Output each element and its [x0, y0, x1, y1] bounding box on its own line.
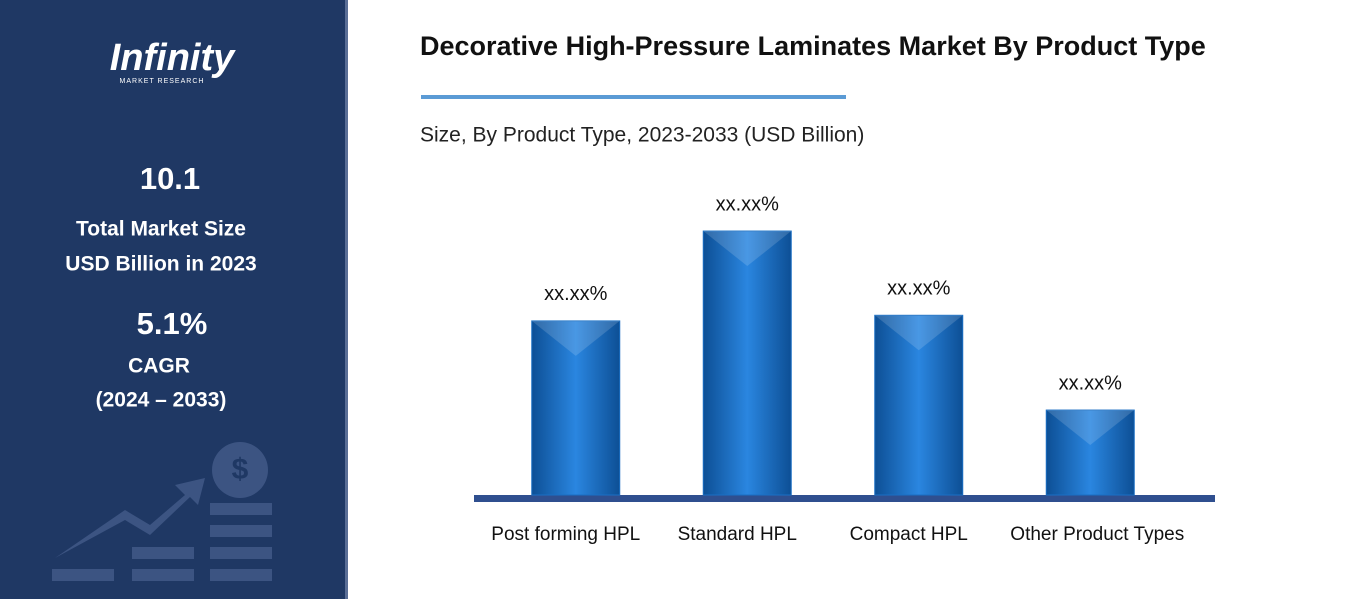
market-size: 10.1	[140, 161, 200, 196]
cagr: 5.1%	[137, 306, 208, 341]
value-label: xx.xx%	[716, 193, 780, 215]
bar	[1045, 409, 1135, 496]
value-label: xx.xx%	[544, 283, 608, 305]
x-tick-label: Standard HPL	[678, 524, 797, 545]
cagr-label: CAGR	[128, 355, 190, 378]
value-label: xx.xx%	[887, 278, 951, 300]
bar-bevel	[874, 315, 963, 351]
dollar-icon: $	[232, 453, 249, 486]
bar	[874, 314, 964, 496]
chart-title: Decorative High-Pressure Laminates Marke…	[420, 31, 1206, 61]
bar-bevel	[531, 320, 620, 356]
x-tick-label: Post forming HPL	[491, 524, 640, 545]
bar-bevel	[1046, 410, 1135, 446]
growth-icon	[52, 442, 272, 581]
bar-bevel	[703, 231, 792, 267]
bar	[702, 230, 792, 496]
bar	[531, 320, 621, 496]
title-underline	[421, 95, 846, 99]
chart-subtitle: Size, By Product Type, 2023-2033 (USD Bi…	[420, 124, 864, 147]
market-size-label: Total Market Size	[76, 218, 246, 241]
sidebar	[0, 0, 345, 599]
x-tick-label: Other Product Types	[1010, 524, 1184, 545]
x-tick-label: Compact HPL	[850, 524, 968, 545]
value-label: xx.xx%	[1059, 372, 1123, 394]
cagr-period: (2024 – 2033)	[96, 389, 227, 412]
sidebar-edge	[345, 0, 348, 599]
market-size-label: USD Billion in 2023	[65, 253, 256, 276]
logo-sub: MARKET RESEARCH	[120, 78, 205, 85]
logo: Infinity	[110, 37, 236, 79]
baseline	[474, 495, 1215, 502]
